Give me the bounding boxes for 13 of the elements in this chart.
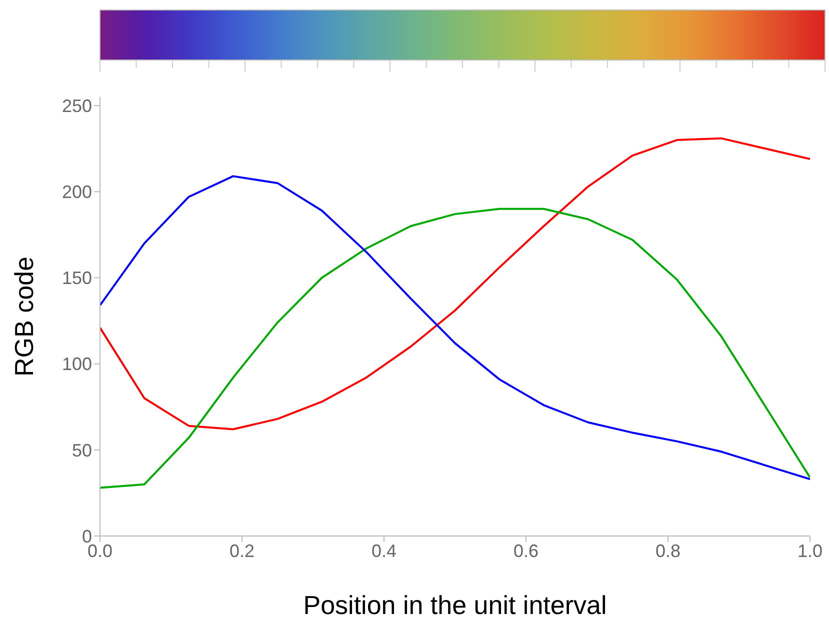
line-series [100,137,810,430]
x-tick-label: 1.0 [797,540,823,561]
y-tick-label: 50 [72,440,92,460]
x-tick-label: 0.6 [513,540,539,561]
y-tick-label: 100 [62,354,92,374]
y-tick-label: 150 [62,268,92,288]
x-tick-label: 0.4 [371,540,397,561]
x-axis-title: Position in the unit interval [303,590,607,620]
x-tick-label: 0.2 [229,540,255,561]
y-tick-label: 250 [62,96,92,116]
y-tick-label: 200 [62,182,92,202]
x-tick-label: 0.8 [655,540,681,561]
y-axis-title: RGB code [9,256,40,376]
